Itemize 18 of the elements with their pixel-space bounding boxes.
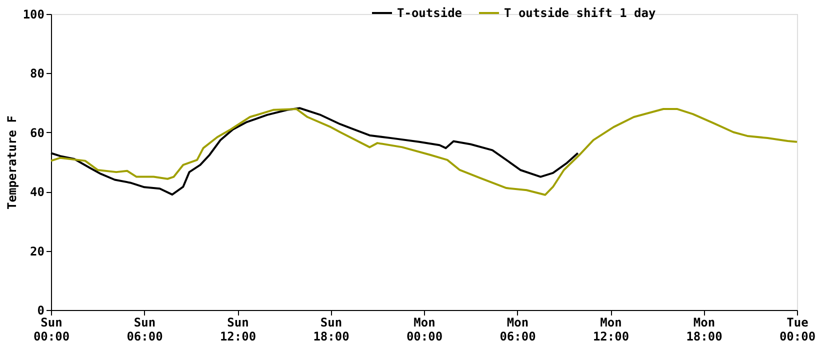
x-tick-label: Sun 06:00 xyxy=(126,316,163,344)
y-tick-label: 20 xyxy=(30,244,44,258)
x-tick-label: Mon 00:00 xyxy=(406,316,443,344)
x-tick-label: Sun 12:00 xyxy=(220,316,256,344)
y-tick-label: 100 xyxy=(22,8,44,22)
y-tick-label: 0 xyxy=(37,304,44,318)
y-tick-label: 40 xyxy=(30,185,44,200)
y-tick-label: 80 xyxy=(30,66,44,81)
x-tick-label: Mon 06:00 xyxy=(500,316,536,344)
legend-label: T outside shift 1 day xyxy=(504,6,656,20)
x-tick-label: Mon 18:00 xyxy=(686,316,722,344)
x-tick-label: Sun 00:00 xyxy=(33,316,70,344)
y-axis-title: Temperature F xyxy=(4,116,19,210)
x-tick-label: Tue 00:00 xyxy=(779,316,816,344)
y-tick-label: 60 xyxy=(30,126,44,140)
legend-label: T-outside xyxy=(397,6,462,20)
x-tick-label: Mon 12:00 xyxy=(592,316,630,344)
x-tick-label: Sun 18:00 xyxy=(313,316,350,344)
